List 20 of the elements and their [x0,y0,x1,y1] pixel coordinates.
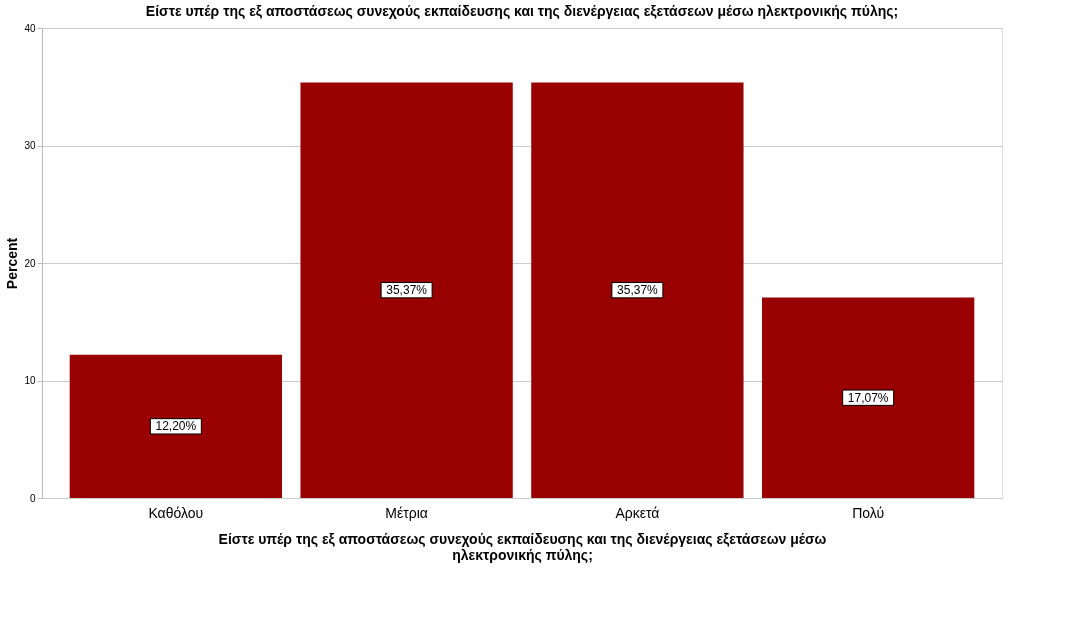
bar [762,297,975,498]
x-axis-title: Είστε υπέρ της εξ αποστάσεως συνεχούς εκπαίδευσης και της διενέργειας εξετάσεων μέσω ηλεκτρονικής πύλης; [218,530,827,563]
data-label: 17,07% [847,390,889,405]
x-tick-label: Μέτρια [385,504,428,521]
y-axis-title: Percent [4,237,21,290]
y-tick-label: 20 [24,257,36,269]
y-tick-label: 40 [24,22,36,34]
data-label: 35,37% [617,283,659,298]
x-tick-label: Αρκετά [615,504,660,521]
y-tick-label: 10 [24,375,36,386]
x-tick-label: Πολύ [852,504,885,521]
chart-title: Είστε υπέρ της εξ αποστάσεως συνεχούς εκπαίδευσης και της διενέργειας εξετάσεων μέσω ηλεκτρονικής πύλης; [145,3,899,19]
y-tick-label: 30 [24,140,36,151]
bar [531,82,744,498]
bar [300,82,513,498]
data-label: 35,37% [386,283,428,298]
y-tick-label: 0 [29,492,36,504]
data-label: 12,20% [155,419,197,434]
bar [69,354,282,498]
x-tick-label: Καθόλου [148,504,204,521]
